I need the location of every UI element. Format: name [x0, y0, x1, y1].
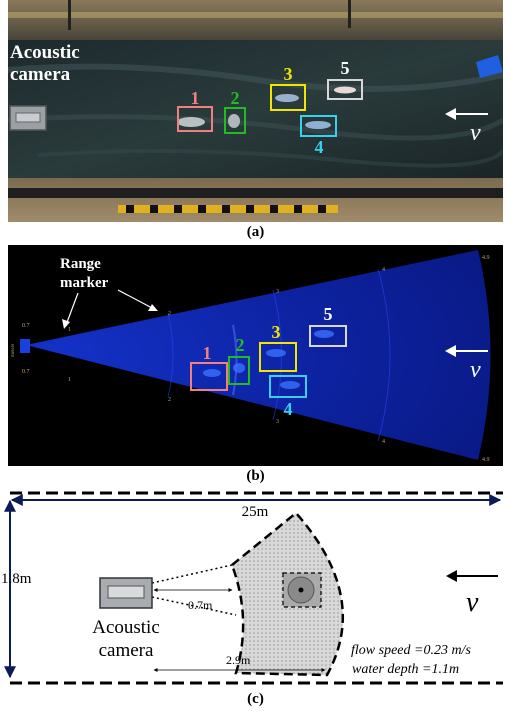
- schematic-camera-label-line1: Acoustic: [92, 617, 160, 638]
- photo-box-4: [300, 115, 337, 137]
- near-field-lower: [151, 596, 237, 616]
- acoustic-camera-device: [9, 105, 47, 131]
- tick-07-top: 0.7: [22, 323, 30, 329]
- sonar-box-1: [190, 362, 228, 391]
- photo-box-2: [224, 107, 246, 134]
- sonar-box-4: [269, 375, 307, 398]
- tick-2-top: 2: [168, 311, 171, 317]
- photo-label-2: 2: [231, 88, 240, 108]
- flume-schematic: 25m 1.8m Acoustic camera 0.7m 2.9m v: [1, 491, 503, 685]
- tick-1-top: 1: [68, 327, 71, 333]
- tick-49-bottom: 4.9: [482, 457, 490, 463]
- sonar-box-5: [309, 325, 347, 347]
- panel-b: 0.7 0.7 1 1 2 2 3 3 4 4 4.9 4.9 meters R…: [8, 245, 503, 466]
- tick-4-bottom: 4: [382, 439, 385, 445]
- range-marker-arrows: [62, 289, 158, 329]
- schematic-camera-device: [99, 577, 153, 609]
- water-depth-text: water depth =1.1m: [352, 662, 459, 677]
- schematic-flow-arrow: [446, 570, 498, 582]
- length-label: 25m: [242, 504, 269, 520]
- range-marker-line2: marker: [60, 275, 109, 291]
- sonar-flow-symbol: v: [470, 357, 481, 383]
- tick-07-bottom: 0.7: [22, 369, 30, 375]
- photo-label-3: 3: [284, 64, 293, 84]
- photo-box-3: [270, 84, 306, 111]
- sonar-flow-arrow: [445, 345, 488, 357]
- sonar-label-1: 1: [203, 343, 212, 363]
- photo-label-1: 1: [191, 88, 200, 108]
- sonar-box-2: [228, 356, 250, 385]
- flume-water: [8, 40, 503, 180]
- panel-c: 25m 1.8m Acoustic camera 0.7m 2.9m v: [0, 487, 511, 713]
- caption-c: (c): [247, 691, 264, 707]
- near-field-upper: [151, 564, 233, 584]
- flume-floor: [8, 178, 503, 222]
- fish-model-1: [177, 117, 205, 127]
- sonar-label-5: 5: [324, 304, 333, 324]
- photo-box-5: [327, 79, 363, 100]
- fish-model-4: [305, 121, 331, 129]
- width-label: 1.8m: [1, 571, 32, 587]
- tick-4-top: 4: [382, 267, 385, 273]
- tick-3-top: 3: [276, 289, 279, 295]
- fish-model-3: [275, 94, 299, 102]
- tick-1-bottom: 1: [68, 377, 71, 383]
- far-range-label: 2.9m: [226, 653, 251, 667]
- sonar-label-3: 3: [272, 322, 281, 342]
- tick-3-bottom: 3: [276, 419, 279, 425]
- fish-model-5: [334, 86, 356, 94]
- blue-equipment: [476, 55, 503, 78]
- range-marker-line1: Range: [60, 256, 101, 272]
- axis-unit-label: meters: [11, 344, 16, 357]
- sonar-image: 0.7 0.7 1 1 2 2 3 3 4 4 4.9 4.9 meters R…: [8, 245, 503, 466]
- tick-2-bottom: 2: [168, 397, 171, 403]
- photo-flow-symbol: v: [470, 120, 481, 146]
- caption-a: (a): [246, 224, 265, 240]
- flow-speed-text: flow speed =0.23 m/s: [351, 643, 471, 658]
- photo-label-5: 5: [341, 58, 350, 78]
- caption-b: (b): [246, 468, 265, 484]
- sonar-label-4: 4: [284, 399, 293, 419]
- near-range-label: 0.7m: [188, 598, 213, 612]
- tick-49-top: 4.9: [482, 255, 490, 261]
- hazard-stripes: [118, 205, 338, 213]
- sonar-label-2: 2: [236, 335, 245, 355]
- schematic-flow-symbol: v: [466, 587, 479, 618]
- photo-box-1: [177, 106, 213, 132]
- photo-flow-arrow: [445, 108, 488, 120]
- photo-camera-label-line1: Acoustic: [10, 42, 80, 63]
- photo-label-4: 4: [315, 137, 324, 157]
- panel-a: 1 2 3 4 5 Acoustic camera v: [7, 0, 505, 222]
- schematic-camera-label-line2: camera: [99, 640, 154, 661]
- sonar-fan: [26, 250, 491, 460]
- photo-camera-label-line2: camera: [10, 64, 71, 85]
- flume-photo: 1 2 3 4 5 Acoustic camera v: [7, 0, 505, 222]
- sonar-box-3: [259, 342, 297, 372]
- fish-model-2: [228, 114, 240, 128]
